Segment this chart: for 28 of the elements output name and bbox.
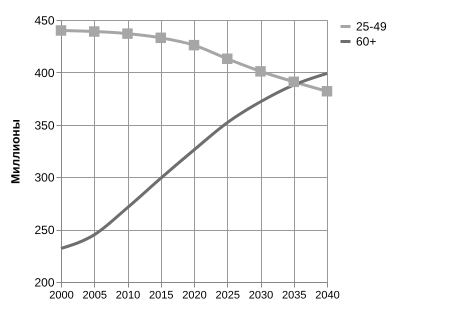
x-tick-label: 2015	[149, 290, 174, 302]
legend-label: 25-49	[356, 20, 388, 34]
y-axis-title: Миллионы	[8, 119, 22, 184]
y-tick-label: 350	[34, 118, 55, 132]
x-tick-label: 2000	[49, 290, 74, 302]
point	[222, 54, 232, 64]
point	[255, 66, 266, 77]
line-series	[60, 72, 328, 250]
point	[322, 86, 332, 97]
point	[156, 32, 166, 44]
point	[188, 40, 200, 50]
x-tick-label: 2035	[282, 290, 306, 302]
x-tick-label: 2025	[216, 290, 240, 302]
legend-label: 60+	[356, 34, 376, 48]
x-tick-label: 2020	[182, 290, 207, 302]
x-tick-label: 2030	[248, 290, 274, 302]
x-tick-label: 2005	[82, 290, 107, 302]
x-tick-label: 2040	[315, 290, 340, 302]
point	[89, 26, 100, 37]
point	[122, 28, 133, 39]
y-tick-label: 300	[34, 170, 55, 185]
y-tick-label: 250	[34, 223, 55, 238]
y-tick-label: 200	[34, 276, 55, 290]
y-tick-label: 450	[34, 14, 55, 28]
point	[288, 76, 299, 88]
x-tick-label: 2010	[116, 290, 140, 302]
point	[56, 25, 66, 36]
y-tick-label: 400	[34, 66, 55, 80]
